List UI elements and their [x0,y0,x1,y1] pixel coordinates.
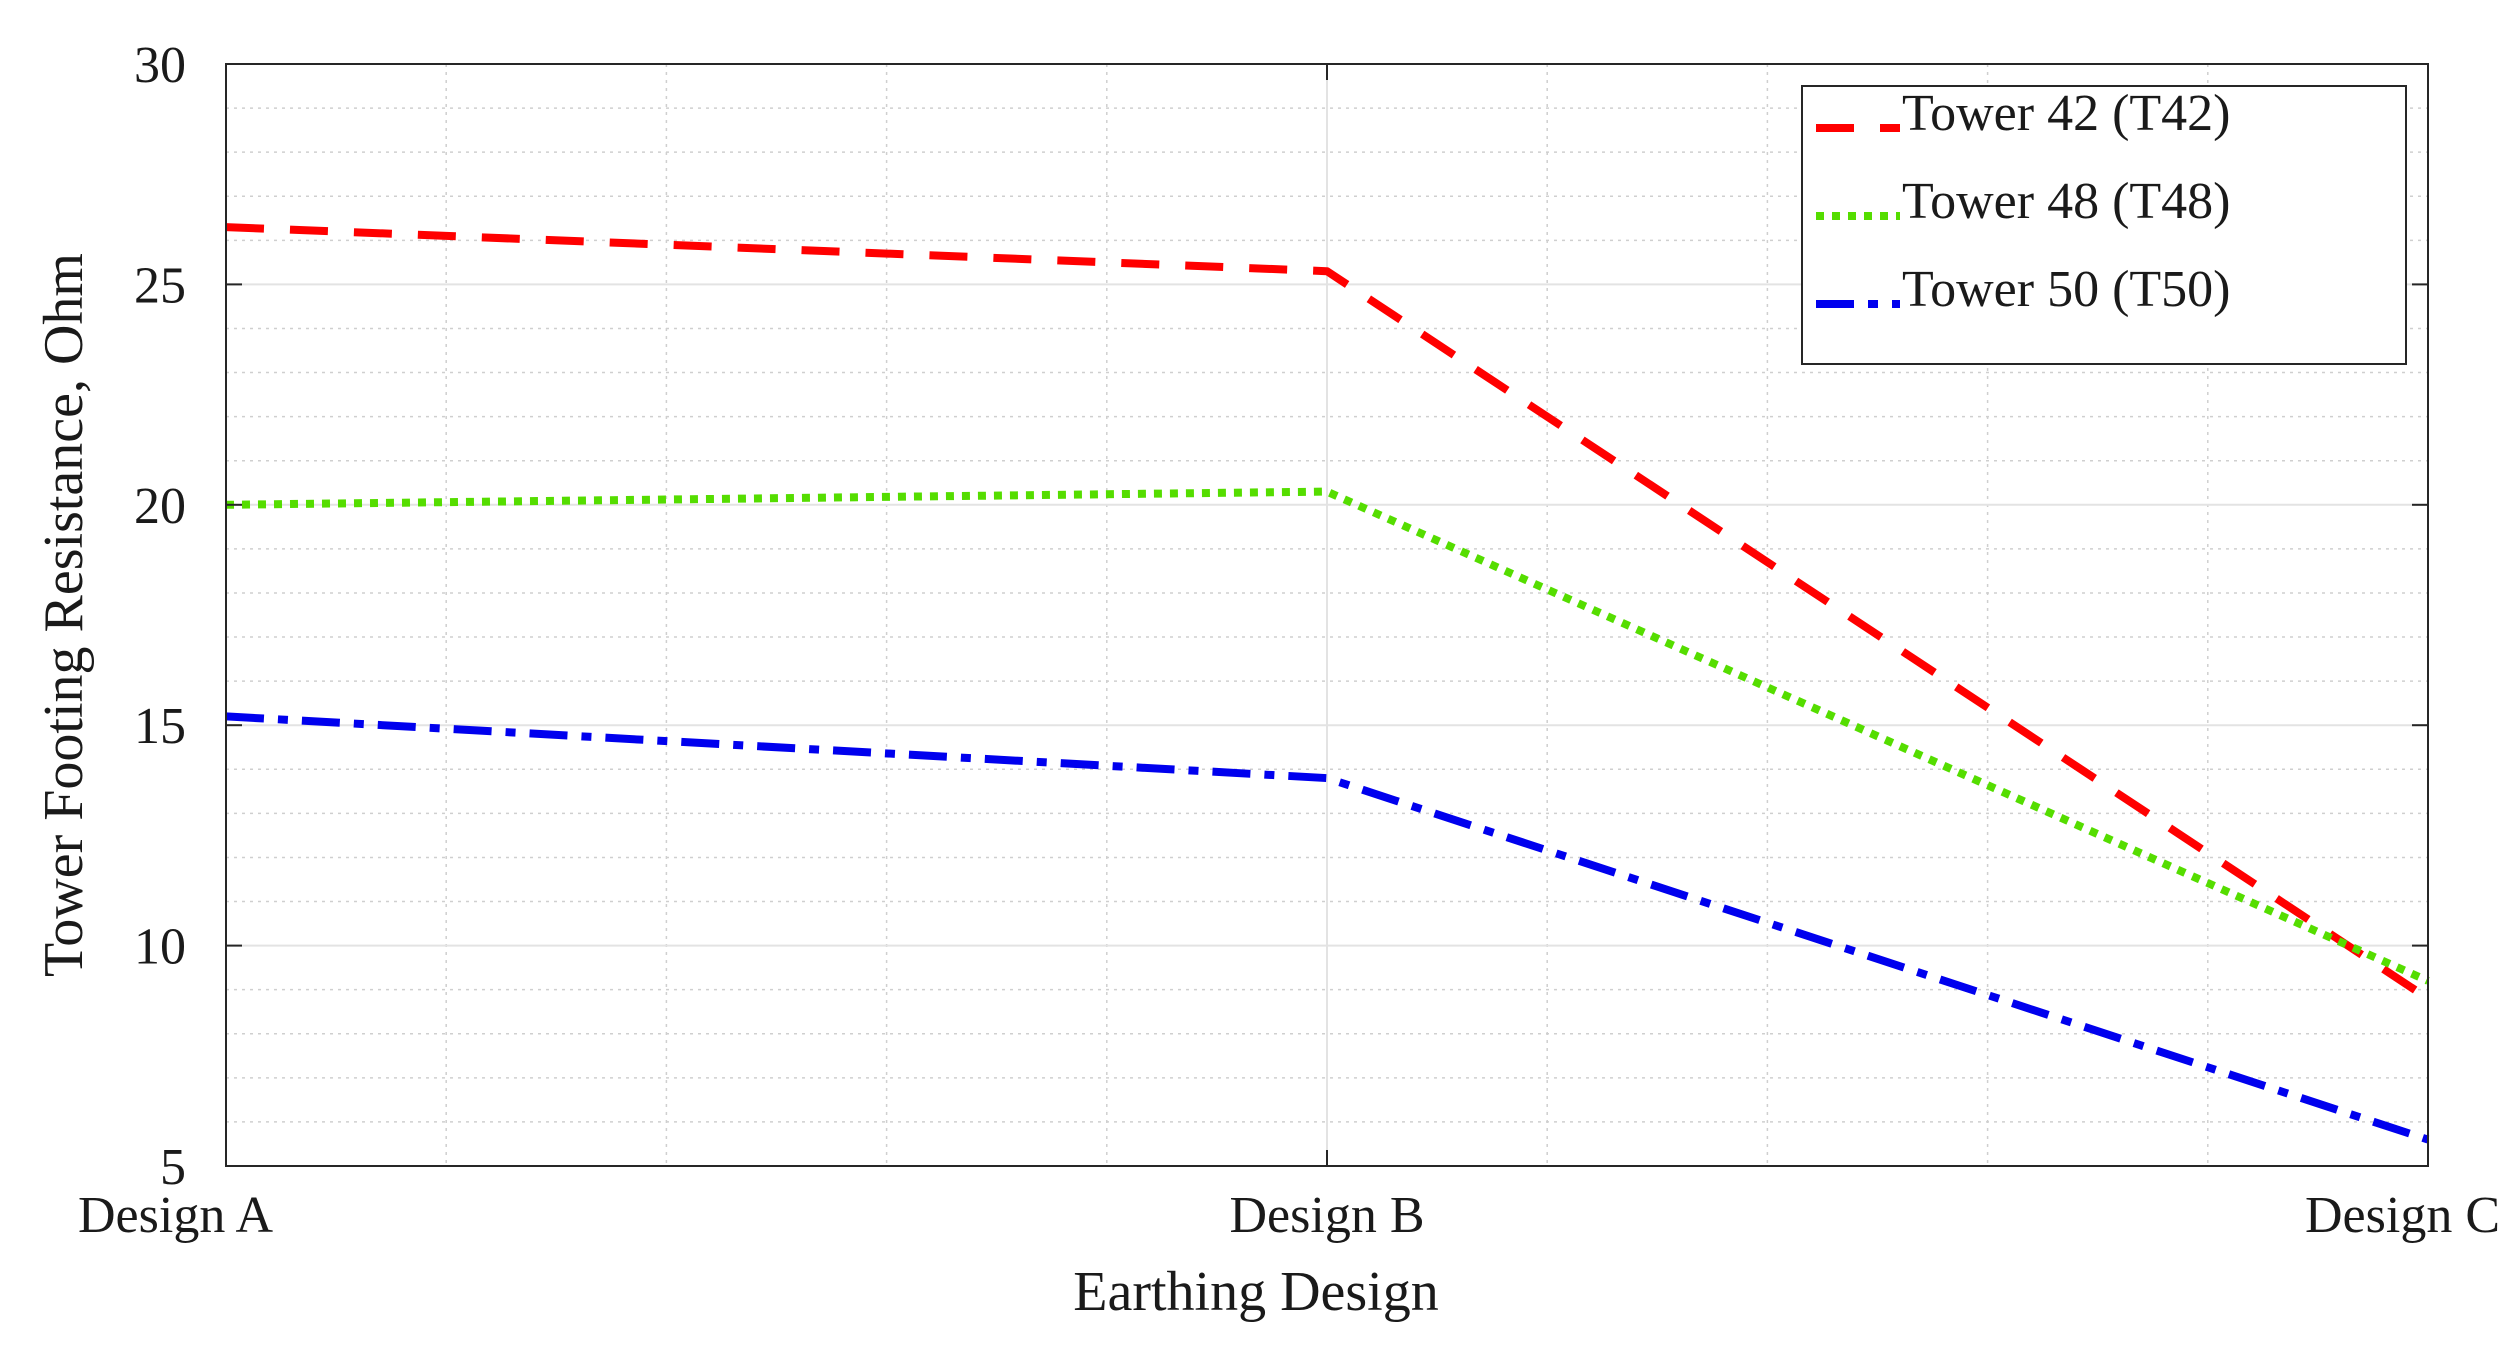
y-tick-label: 15 [134,698,186,755]
axis-ticks [225,63,2429,1167]
x-tick-label: Design A [78,1187,273,1244]
x-axis-label: Earthing Design [1073,1261,1438,1323]
series-line-2 [225,487,2430,985]
legend: Tower 42 (T42) Tower 48 (T48) Tower 50 (T5… [1801,85,2407,365]
y-tick-labels: 5 10 15 20 25 30 [134,37,186,1196]
x-tick-label: Design C [2305,1187,2500,1244]
series-layer [225,223,2431,1144]
legend-label-3: Tower 50 (T50) [1902,261,2230,318]
y-tick-label: 10 [134,919,186,976]
y-tick-label: 25 [134,257,186,314]
legend-label-2: Tower 48 (T48) [1902,173,2230,230]
legend-label-1: Tower 42 (T42) [1902,85,2230,142]
y-tick-label: 20 [134,478,186,535]
y-tick-label: 30 [134,37,186,94]
x-tick-label: Design B [1230,1187,1425,1244]
x-tick-labels: Design A Design B Design C [78,1187,2500,1244]
y-tick-label: 5 [160,1139,186,1196]
series-line-1 [225,223,2431,1002]
legend-box [1801,85,2407,365]
y-axis-label: Tower Footing Resistance, Ohm [33,253,95,977]
